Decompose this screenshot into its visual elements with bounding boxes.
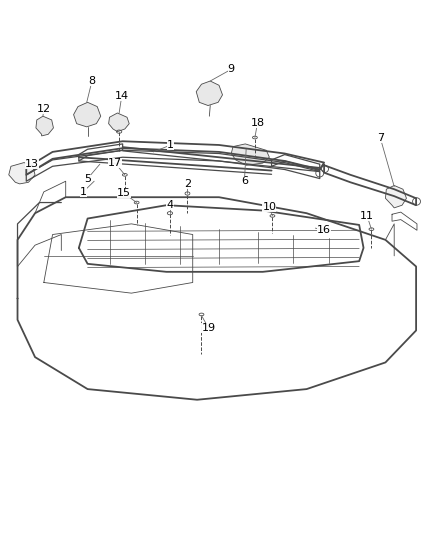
Text: 12: 12 bbox=[37, 104, 51, 114]
Text: 9: 9 bbox=[228, 64, 235, 74]
Polygon shape bbox=[196, 81, 223, 106]
Text: 2: 2 bbox=[184, 179, 191, 189]
Polygon shape bbox=[36, 116, 53, 136]
Text: 14: 14 bbox=[115, 91, 129, 101]
Text: 11: 11 bbox=[360, 211, 374, 221]
Text: 19: 19 bbox=[201, 323, 215, 333]
Text: 5: 5 bbox=[84, 174, 91, 183]
Text: 8: 8 bbox=[88, 76, 95, 86]
Text: 16: 16 bbox=[317, 225, 331, 235]
Polygon shape bbox=[385, 185, 406, 208]
Polygon shape bbox=[9, 163, 35, 184]
Polygon shape bbox=[231, 144, 269, 165]
Text: 4: 4 bbox=[166, 200, 173, 210]
Text: 7: 7 bbox=[377, 133, 384, 142]
Text: 1: 1 bbox=[167, 140, 174, 150]
Text: 18: 18 bbox=[251, 118, 265, 127]
Text: 1: 1 bbox=[80, 187, 87, 197]
Text: 10: 10 bbox=[262, 202, 276, 212]
Text: 15: 15 bbox=[117, 188, 131, 198]
Text: 17: 17 bbox=[108, 158, 122, 167]
Text: 6: 6 bbox=[241, 176, 248, 186]
Polygon shape bbox=[109, 113, 129, 132]
Text: 13: 13 bbox=[25, 159, 39, 169]
Polygon shape bbox=[74, 102, 101, 127]
